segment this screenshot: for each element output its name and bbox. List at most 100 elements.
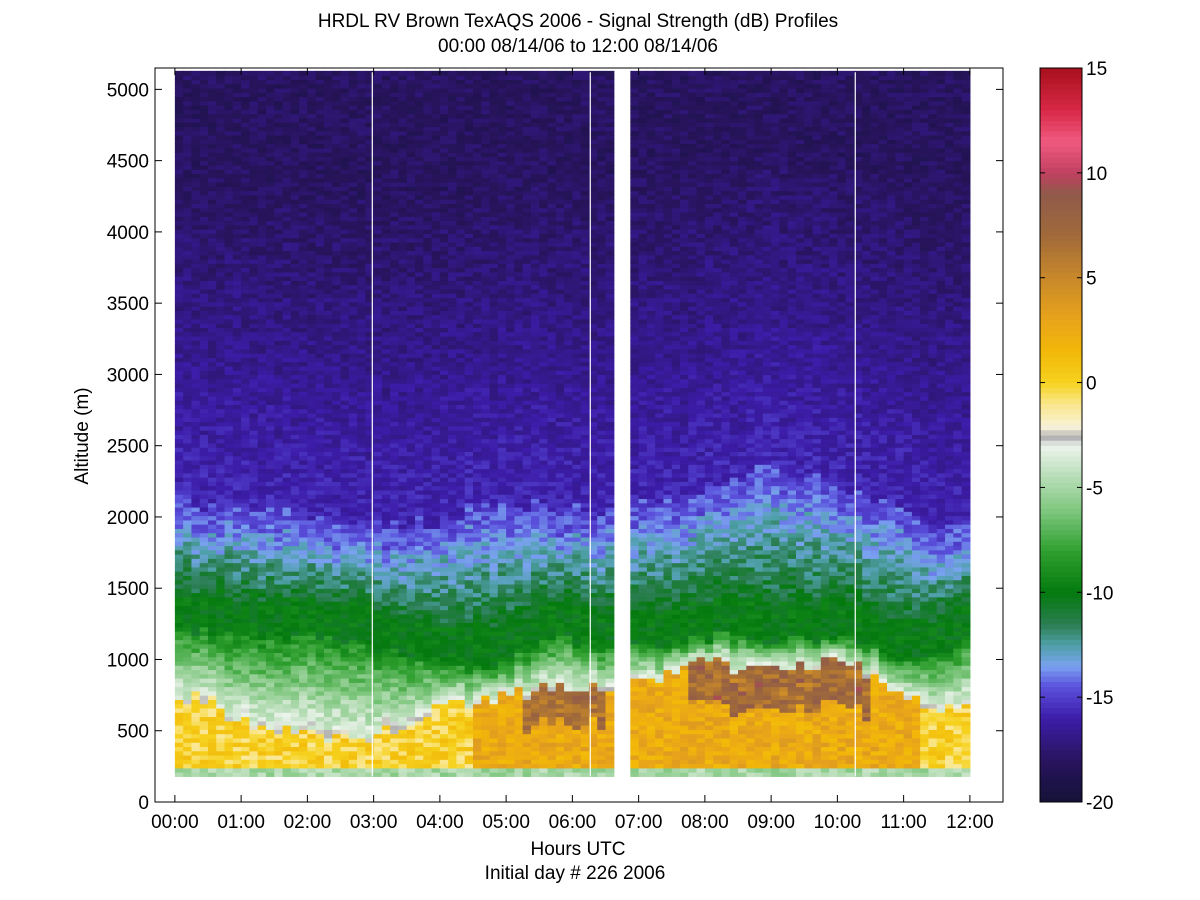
heatmap-cell xyxy=(232,725,242,730)
heatmap-cell xyxy=(199,70,209,76)
heatmap-cell xyxy=(274,130,284,136)
heatmap-cell xyxy=(282,648,292,653)
heatmap-cell xyxy=(381,199,391,204)
heatmap-cell xyxy=(199,712,209,718)
heatmap-cell xyxy=(299,250,308,256)
heatmap-cell xyxy=(357,613,366,619)
heatmap-cell xyxy=(415,229,424,234)
heatmap-cell xyxy=(398,588,408,594)
heatmap-cell xyxy=(249,583,259,589)
heatmap-cell xyxy=(348,258,358,264)
heatmap-cell xyxy=(299,199,308,204)
heatmap-cell xyxy=(299,575,308,581)
heatmap-cell xyxy=(216,515,226,521)
heatmap-cell xyxy=(406,387,416,393)
heatmap-cell xyxy=(307,173,317,179)
heatmap-cell xyxy=(282,241,292,247)
heatmap-cell xyxy=(282,489,292,495)
heatmap-cell xyxy=(406,583,416,589)
heatmap-cell xyxy=(340,494,350,500)
heatmap-cell xyxy=(357,626,366,632)
heatmap-cell xyxy=(315,284,325,290)
heatmap-cell xyxy=(183,438,193,444)
heatmap-cell xyxy=(241,404,251,410)
heatmap-cell xyxy=(257,96,267,102)
heatmap-cell xyxy=(191,609,201,615)
heatmap-cell xyxy=(174,344,184,350)
heatmap-cell xyxy=(265,152,275,157)
heatmap-cell xyxy=(348,417,358,423)
heatmap-cell xyxy=(241,340,251,346)
heatmap-cell xyxy=(241,207,251,213)
heatmap-cell xyxy=(307,177,317,183)
heatmap-cell xyxy=(332,109,342,115)
heatmap-cell xyxy=(216,506,226,512)
heatmap-cell xyxy=(257,340,267,346)
heatmap-cell xyxy=(224,117,234,123)
heatmap-cell xyxy=(208,477,217,482)
heatmap-cell xyxy=(257,203,267,209)
heatmap-cell xyxy=(299,524,308,529)
heatmap-cell xyxy=(282,630,292,636)
heatmap-cell xyxy=(257,549,267,555)
heatmap-cell xyxy=(265,665,275,671)
heatmap-cell xyxy=(406,759,416,765)
heatmap-cell xyxy=(174,126,184,132)
heatmap-cell xyxy=(357,224,366,230)
heatmap-cell xyxy=(274,549,284,555)
heatmap-cell xyxy=(183,340,193,346)
heatmap-cell xyxy=(390,211,400,217)
heatmap-cell xyxy=(415,122,424,128)
heatmap-cell xyxy=(323,682,333,688)
heatmap-cell xyxy=(390,412,400,418)
heatmap-cell xyxy=(265,216,275,222)
heatmap-cell xyxy=(208,639,217,645)
heatmap-cell xyxy=(224,558,234,564)
heatmap-cell xyxy=(265,374,275,380)
heatmap-cell xyxy=(290,442,300,448)
heatmap-cell xyxy=(290,686,300,692)
heatmap-cell xyxy=(357,592,366,598)
heatmap-cell xyxy=(415,635,424,641)
heatmap-cell xyxy=(348,365,358,371)
heatmap-cell xyxy=(224,720,234,726)
heatmap-cell xyxy=(299,678,308,683)
heatmap-cell xyxy=(265,425,275,431)
heatmap-cell xyxy=(323,237,333,243)
heatmap-cell xyxy=(241,216,251,222)
heatmap-cell xyxy=(290,626,300,632)
heatmap-cell xyxy=(257,152,267,157)
heatmap-cell xyxy=(315,318,325,324)
heatmap-cell xyxy=(274,601,284,606)
heatmap-cell xyxy=(398,767,408,773)
heatmap-cell xyxy=(357,737,366,743)
heatmap-cell xyxy=(357,686,366,692)
heatmap-cell xyxy=(415,207,424,213)
heatmap-cell xyxy=(315,558,325,564)
heatmap-cell xyxy=(174,682,184,688)
heatmap-cell xyxy=(415,767,424,773)
heatmap-cell xyxy=(232,387,242,393)
heatmap-cell xyxy=(398,92,408,98)
heatmap-cell xyxy=(315,293,325,299)
heatmap-cell xyxy=(191,314,201,320)
heatmap-cell xyxy=(224,485,234,491)
heatmap-cell xyxy=(323,130,333,136)
heatmap-cell xyxy=(299,134,308,140)
heatmap-cell xyxy=(183,669,193,675)
heatmap-cell xyxy=(257,335,267,341)
heatmap-cell xyxy=(199,451,209,457)
heatmap-cell xyxy=(307,267,317,273)
heatmap-cell xyxy=(265,532,275,538)
heatmap-cell xyxy=(290,117,300,123)
heatmap-cell xyxy=(274,558,284,564)
heatmap-cell xyxy=(340,182,350,187)
heatmap-cell xyxy=(340,609,350,615)
heatmap-cell xyxy=(332,622,342,628)
heatmap-cell xyxy=(348,147,358,153)
heatmap-cell xyxy=(282,737,292,743)
heatmap-cell xyxy=(274,220,284,226)
heatmap-cell xyxy=(340,648,350,653)
heatmap-cell xyxy=(282,340,292,346)
heatmap-cell xyxy=(415,643,424,649)
